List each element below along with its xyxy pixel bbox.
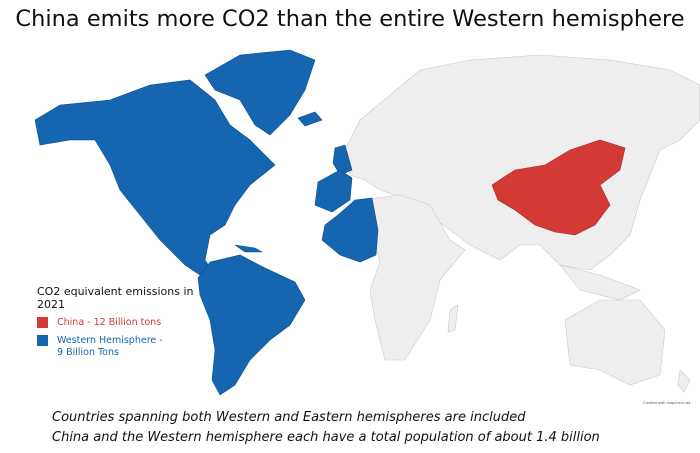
legend-item-china: China - 12 Billion tons [37, 317, 197, 329]
iberia-france [314, 169, 353, 213]
legend-title: CO2 equivalent emissions in 2021 [37, 285, 194, 311]
africa [359, 194, 466, 361]
china [491, 139, 626, 236]
madagascar [447, 304, 459, 333]
legend-label-western: Western Hemisphere - 9 Billion Tons [57, 335, 163, 358]
uk-ireland [332, 144, 353, 176]
legend-swatch-western [37, 335, 48, 346]
note-line: Countries spanning both Western and East… [52, 410, 526, 425]
note-line: China and the Western hemisphere each ha… [52, 430, 600, 445]
west-africa [321, 197, 379, 263]
iceland [297, 111, 323, 127]
legend-swatch-china [37, 317, 48, 328]
caribbean [234, 244, 264, 253]
notes: Countries spanning both Western and East… [52, 408, 600, 448]
south-america [197, 254, 306, 396]
legend-label-china: China - 12 Billion tons [57, 317, 162, 328]
new-zealand [677, 369, 691, 393]
legend: CO2 equivalent emissions in 2021 China -… [37, 285, 197, 359]
map-title: China emits more CO2 than the entire Wes… [15, 6, 685, 32]
greenland [204, 49, 316, 136]
watermark: Created with mapchart.net [643, 401, 691, 405]
australia [564, 299, 666, 386]
southeast-asia [559, 264, 641, 301]
world-map [34, 49, 700, 396]
legend-item-western: Western Hemisphere - 9 Billion Tons [37, 335, 197, 359]
